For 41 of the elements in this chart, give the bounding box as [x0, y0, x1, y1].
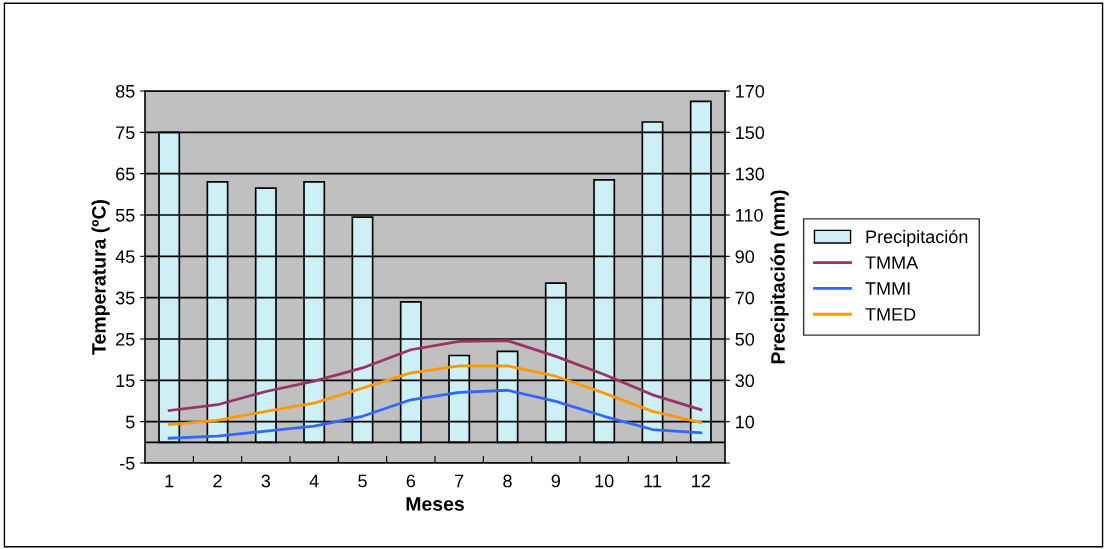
x-axis-title: Meses	[406, 497, 464, 511]
y2-tick-label: 50	[735, 332, 755, 346]
legend-label: TMMI	[865, 282, 910, 295]
y-tick-label: 65	[116, 167, 135, 181]
line-series	[167, 388, 703, 440]
y2-tick-label: 70	[735, 291, 755, 305]
y-axis-title: Temperatura (ºC)	[91, 200, 110, 355]
x-tick-label: 11	[644, 474, 661, 488]
line-series	[167, 339, 703, 412]
y-tick-label: 35	[115, 291, 135, 305]
x-tick-label: 10	[595, 474, 614, 488]
x-tick-label: 2	[213, 474, 222, 488]
y-tick-label: 15	[116, 374, 135, 388]
line-series	[167, 364, 703, 426]
y2-tick-label: 90	[735, 250, 755, 264]
y2-tick-label: 110	[736, 208, 763, 222]
legend-label: TMED	[865, 308, 916, 321]
y2-tick-label: 150	[736, 126, 765, 140]
y2-axis-title: Precipitación (mm)	[770, 190, 789, 364]
y-tick-label: 45	[115, 250, 135, 264]
y-tick-label: 25	[116, 332, 135, 346]
x-tick-label: 6	[406, 474, 416, 488]
legend-label: TMMA	[865, 256, 919, 269]
y2-tick-label: 30	[735, 374, 755, 388]
x-tick-label: 8	[503, 474, 512, 488]
y-tick-label: 5	[125, 415, 135, 429]
legend-label: Precipitación	[866, 229, 968, 247]
y2-tick-label: 170	[736, 84, 765, 98]
x-tick-label: 7	[455, 474, 464, 488]
x-tick-label: 3	[261, 474, 271, 488]
y-tick-label: 75	[116, 126, 135, 140]
x-tick-label: 9	[551, 474, 560, 488]
x-tick-label: 1	[165, 474, 174, 488]
y2-tick-label: 10	[736, 415, 755, 429]
x-tick-label: 12	[692, 474, 710, 488]
y2-tick-label: 130	[736, 167, 765, 181]
x-tick-label: 5	[358, 474, 367, 488]
y-tick-label: 85	[115, 84, 135, 98]
x-tick-label: 4	[309, 474, 319, 488]
y-tick-label: 55	[115, 209, 135, 222]
y-tick-label: -5	[120, 457, 135, 470]
